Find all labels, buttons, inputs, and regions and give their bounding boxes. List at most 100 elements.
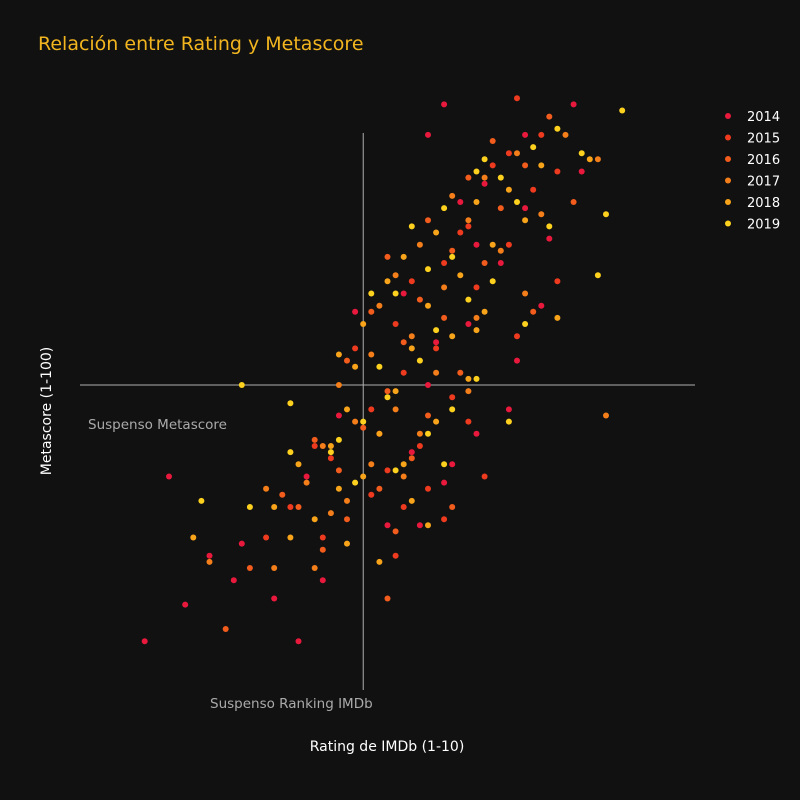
data-point (505, 418, 512, 425)
data-point (319, 546, 326, 553)
data-point (376, 302, 383, 309)
series-2014 (141, 101, 585, 645)
data-point (473, 314, 480, 321)
data-point (514, 357, 520, 364)
data-point (425, 412, 431, 419)
data-point (408, 455, 415, 462)
data-point (473, 241, 480, 248)
data-point (368, 461, 375, 468)
data-point (311, 565, 318, 571)
data-point (384, 388, 391, 395)
data-point (441, 516, 448, 523)
horizontal-reference-label: Suspenso Metascore (88, 417, 227, 433)
data-point (392, 552, 399, 559)
legend-label: 2016 (747, 153, 780, 168)
data-point (425, 302, 431, 309)
data-point (335, 412, 342, 419)
data-point (368, 290, 375, 297)
data-point (182, 601, 189, 608)
data-point (546, 235, 553, 242)
data-point (449, 333, 456, 340)
data-point (594, 272, 601, 279)
data-point (327, 455, 334, 462)
data-point (279, 491, 286, 498)
data-point (538, 211, 545, 218)
data-point (465, 223, 472, 230)
data-point (514, 150, 520, 157)
data-point (473, 199, 480, 205)
data-point (335, 351, 342, 358)
legend-marker (725, 199, 731, 205)
data-point (295, 461, 302, 468)
legend-item-2019[interactable]: 2019 (725, 218, 780, 233)
legend-item-2018[interactable]: 2018 (725, 196, 780, 211)
data-point (376, 363, 383, 370)
data-point (271, 595, 278, 602)
legend-item-2014[interactable]: 2014 (725, 110, 780, 125)
data-point (522, 290, 529, 297)
legend-marker (725, 177, 731, 184)
data-point (522, 205, 529, 212)
legend[interactable]: 2014 2015 2016 2017 2018 2019 (725, 110, 780, 233)
data-point (457, 369, 464, 376)
data-point (441, 461, 448, 468)
data-point (271, 565, 278, 571)
data-point (481, 180, 488, 187)
data-point (287, 449, 294, 456)
data-point (433, 418, 440, 425)
data-point (319, 443, 326, 449)
data-point (352, 418, 359, 425)
chart-title: Relación entre Rating y Metascore (38, 33, 364, 55)
data-point (295, 638, 302, 645)
data-point (554, 314, 561, 321)
series-2016 (222, 113, 577, 632)
data-point (522, 162, 529, 169)
data-point (538, 302, 545, 309)
data-point (392, 290, 399, 297)
data-point (489, 138, 496, 144)
data-point (505, 406, 512, 413)
data-point (603, 412, 609, 419)
data-point (546, 113, 553, 120)
data-point (327, 443, 334, 449)
data-point (425, 217, 431, 224)
data-point (190, 534, 197, 541)
legend-item-2017[interactable]: 2017 (725, 175, 780, 190)
legend-item-2016[interactable]: 2016 (725, 153, 780, 168)
data-point (457, 199, 464, 205)
data-point (603, 211, 609, 218)
data-point (408, 333, 415, 340)
data-point (530, 186, 537, 193)
data-point (505, 186, 512, 193)
data-points (141, 95, 626, 645)
data-point (400, 369, 407, 376)
data-point (481, 473, 488, 480)
data-point (489, 241, 496, 248)
data-point (400, 461, 407, 468)
data-point (481, 156, 488, 163)
data-point (425, 522, 431, 529)
data-point (319, 577, 326, 584)
data-point (473, 375, 480, 382)
data-point (425, 485, 431, 492)
legend-item-2015[interactable]: 2015 (725, 132, 780, 147)
data-point (400, 290, 407, 297)
data-point (449, 406, 456, 413)
data-point (392, 467, 399, 474)
data-point (327, 510, 334, 517)
data-point (457, 272, 464, 279)
data-point (433, 229, 440, 236)
data-point (198, 497, 205, 504)
data-point (392, 272, 399, 279)
data-point (433, 369, 440, 376)
data-point (441, 479, 448, 486)
data-point (473, 168, 480, 175)
legend-label: 2017 (747, 175, 780, 190)
data-point (400, 339, 407, 346)
data-point (263, 534, 270, 541)
data-point (416, 241, 423, 248)
data-point (530, 308, 537, 315)
data-point (400, 504, 407, 510)
data-point (344, 497, 350, 504)
reference-lines (80, 133, 695, 690)
